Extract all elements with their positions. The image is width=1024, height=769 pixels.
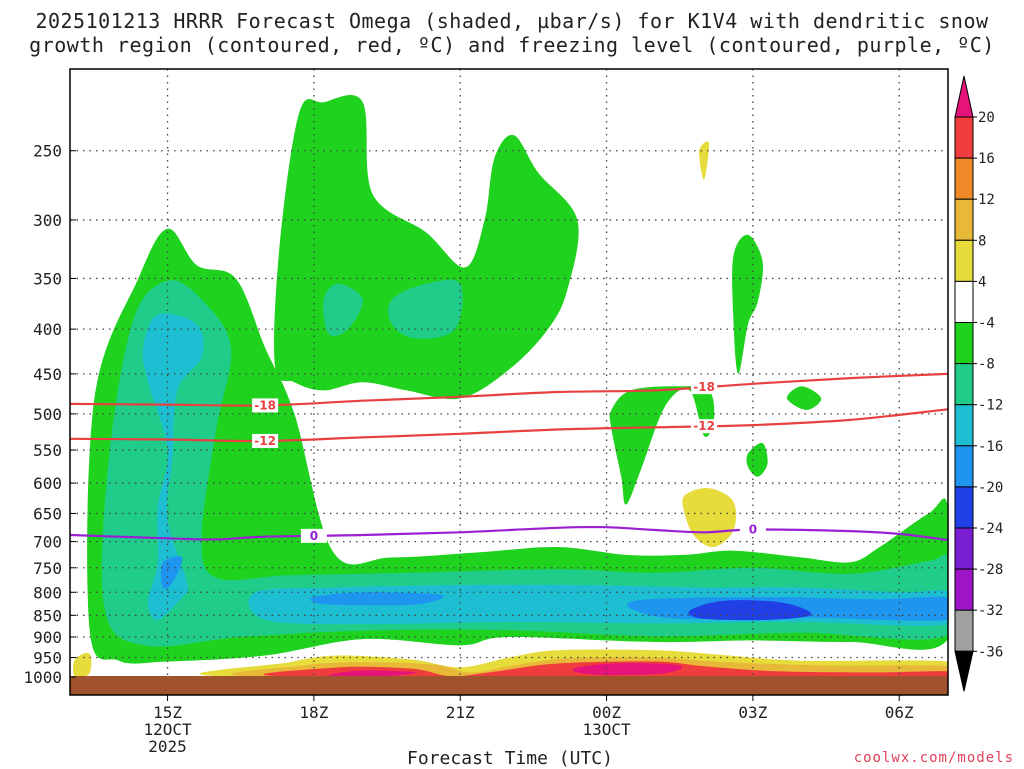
colorbar-label: 16 bbox=[978, 151, 995, 167]
y-tick-label: 800 bbox=[33, 583, 62, 602]
colorbar-label: 20 bbox=[978, 110, 995, 126]
omega-region bbox=[142, 313, 204, 620]
colorbar-label: -12 bbox=[978, 398, 1003, 414]
contour-lines: -18 -18 -12 -12 0 0 bbox=[70, 372, 948, 543]
colorbar-label: 4 bbox=[978, 274, 986, 290]
x-tick-label: 13OCT bbox=[582, 720, 631, 739]
colorbar-band bbox=[954, 280, 974, 323]
y-tick-label: 500 bbox=[33, 405, 62, 424]
y-tick-label: 700 bbox=[33, 533, 62, 552]
colorbar-label: -8 bbox=[978, 357, 995, 373]
y-tick-label: 300 bbox=[33, 211, 62, 230]
colorbar-label: -16 bbox=[978, 439, 1003, 455]
colorbar-label: -32 bbox=[978, 603, 1003, 619]
colorbar-band bbox=[954, 568, 974, 611]
contour-label: -12 bbox=[254, 434, 276, 448]
y-tick-label: 600 bbox=[33, 474, 62, 493]
omega-region bbox=[388, 279, 463, 339]
colorbar-band bbox=[954, 198, 974, 241]
site-credit: coolwx.com/models bbox=[853, 750, 1014, 766]
colorbar-label: -36 bbox=[978, 644, 1003, 660]
contour-line bbox=[70, 408, 948, 443]
x-tick-label: 2025 bbox=[148, 737, 187, 756]
y-tick-label: 400 bbox=[33, 320, 62, 339]
contour-label: 0 bbox=[310, 529, 318, 543]
colorbar-band bbox=[954, 527, 974, 570]
contour-label-bg bbox=[252, 433, 279, 448]
contour-label: -18 bbox=[693, 380, 715, 394]
chart-title-line-1: 2025101213 HRRR Forecast Omega (shaded, … bbox=[35, 9, 989, 33]
plot-frame bbox=[69, 68, 949, 696]
omega-region bbox=[786, 386, 822, 410]
contour-label: -12 bbox=[693, 419, 715, 433]
x-tick-label: 03Z bbox=[738, 703, 767, 722]
colorbar-label: -20 bbox=[978, 480, 1003, 496]
colorbar-band bbox=[954, 609, 974, 652]
colorbar-band bbox=[954, 486, 974, 529]
colorbar-over-arrow bbox=[954, 75, 974, 118]
colorbar-band bbox=[954, 116, 974, 159]
contour-label-bg bbox=[691, 419, 718, 434]
y-tick-label: 550 bbox=[33, 441, 62, 460]
omega-region bbox=[732, 234, 764, 374]
y-tick-label: 850 bbox=[33, 606, 62, 625]
omega-region bbox=[572, 663, 683, 676]
contour-line bbox=[70, 372, 948, 407]
y-tick-label: 950 bbox=[33, 649, 62, 668]
colorbar-label: 12 bbox=[978, 192, 995, 208]
chart-title-line-2: growth region (contoured, red, ºC) and f… bbox=[29, 33, 995, 57]
x-tick-label: 00Z bbox=[592, 703, 621, 722]
omega-region bbox=[87, 228, 948, 664]
contour-label-bg bbox=[739, 522, 766, 537]
colorbar-band bbox=[954, 322, 974, 365]
y-axis-pressure-ticks: 250 300 350 400 450 500 550 600 650 700 750 800 850 9… bbox=[23, 142, 76, 687]
colorbar-band bbox=[954, 157, 974, 200]
omega-region bbox=[323, 283, 363, 337]
contour-label-bg bbox=[691, 380, 718, 395]
omega-region bbox=[746, 442, 768, 477]
contour-line bbox=[70, 525, 948, 542]
colorbar-label: -28 bbox=[978, 562, 1003, 578]
colorbar-band bbox=[954, 404, 974, 447]
y-tick-label: 1000 bbox=[23, 668, 62, 687]
terrain-ground-layer bbox=[70, 676, 948, 695]
colorbar-label: -4 bbox=[978, 316, 995, 332]
omega-region bbox=[609, 386, 715, 505]
colorbar: 20 16 12 8 4 -4 -8 -12 -16 -20 -24 -28 -32 -36 bbox=[954, 75, 1003, 692]
colorbar-band bbox=[954, 445, 974, 488]
omega-region bbox=[73, 652, 92, 677]
omega-shading bbox=[73, 95, 948, 677]
contour-label-bg bbox=[252, 398, 279, 413]
x-axis-label: Forecast Time (UTC) bbox=[407, 748, 613, 769]
x-tick-label: 06Z bbox=[885, 703, 914, 722]
omega-region bbox=[328, 670, 417, 677]
y-tick-label: 250 bbox=[33, 142, 62, 161]
y-tick-label: 750 bbox=[33, 559, 62, 578]
omega-region bbox=[688, 600, 812, 621]
y-tick-label: 900 bbox=[33, 628, 62, 647]
colorbar-under-arrow bbox=[954, 650, 974, 692]
x-tick-label: 15Z bbox=[153, 703, 182, 722]
x-tick-label: 12OCT bbox=[143, 720, 192, 739]
y-tick-label: 450 bbox=[33, 365, 62, 384]
omega-region bbox=[310, 592, 444, 606]
omega-region bbox=[160, 556, 183, 589]
contour-label: 0 bbox=[749, 522, 757, 536]
y-tick-label: 350 bbox=[33, 269, 62, 288]
colorbar-band bbox=[954, 239, 974, 282]
colorbar-band bbox=[954, 363, 974, 406]
colorbar-label: 8 bbox=[978, 233, 986, 249]
contour-label: -18 bbox=[254, 398, 276, 412]
x-tick-label: 21Z bbox=[446, 703, 475, 722]
y-tick-label: 650 bbox=[33, 504, 62, 523]
colorbar-label: -24 bbox=[978, 521, 1003, 537]
contour-label-bg bbox=[300, 528, 327, 543]
x-tick-label: 18Z bbox=[299, 703, 328, 722]
